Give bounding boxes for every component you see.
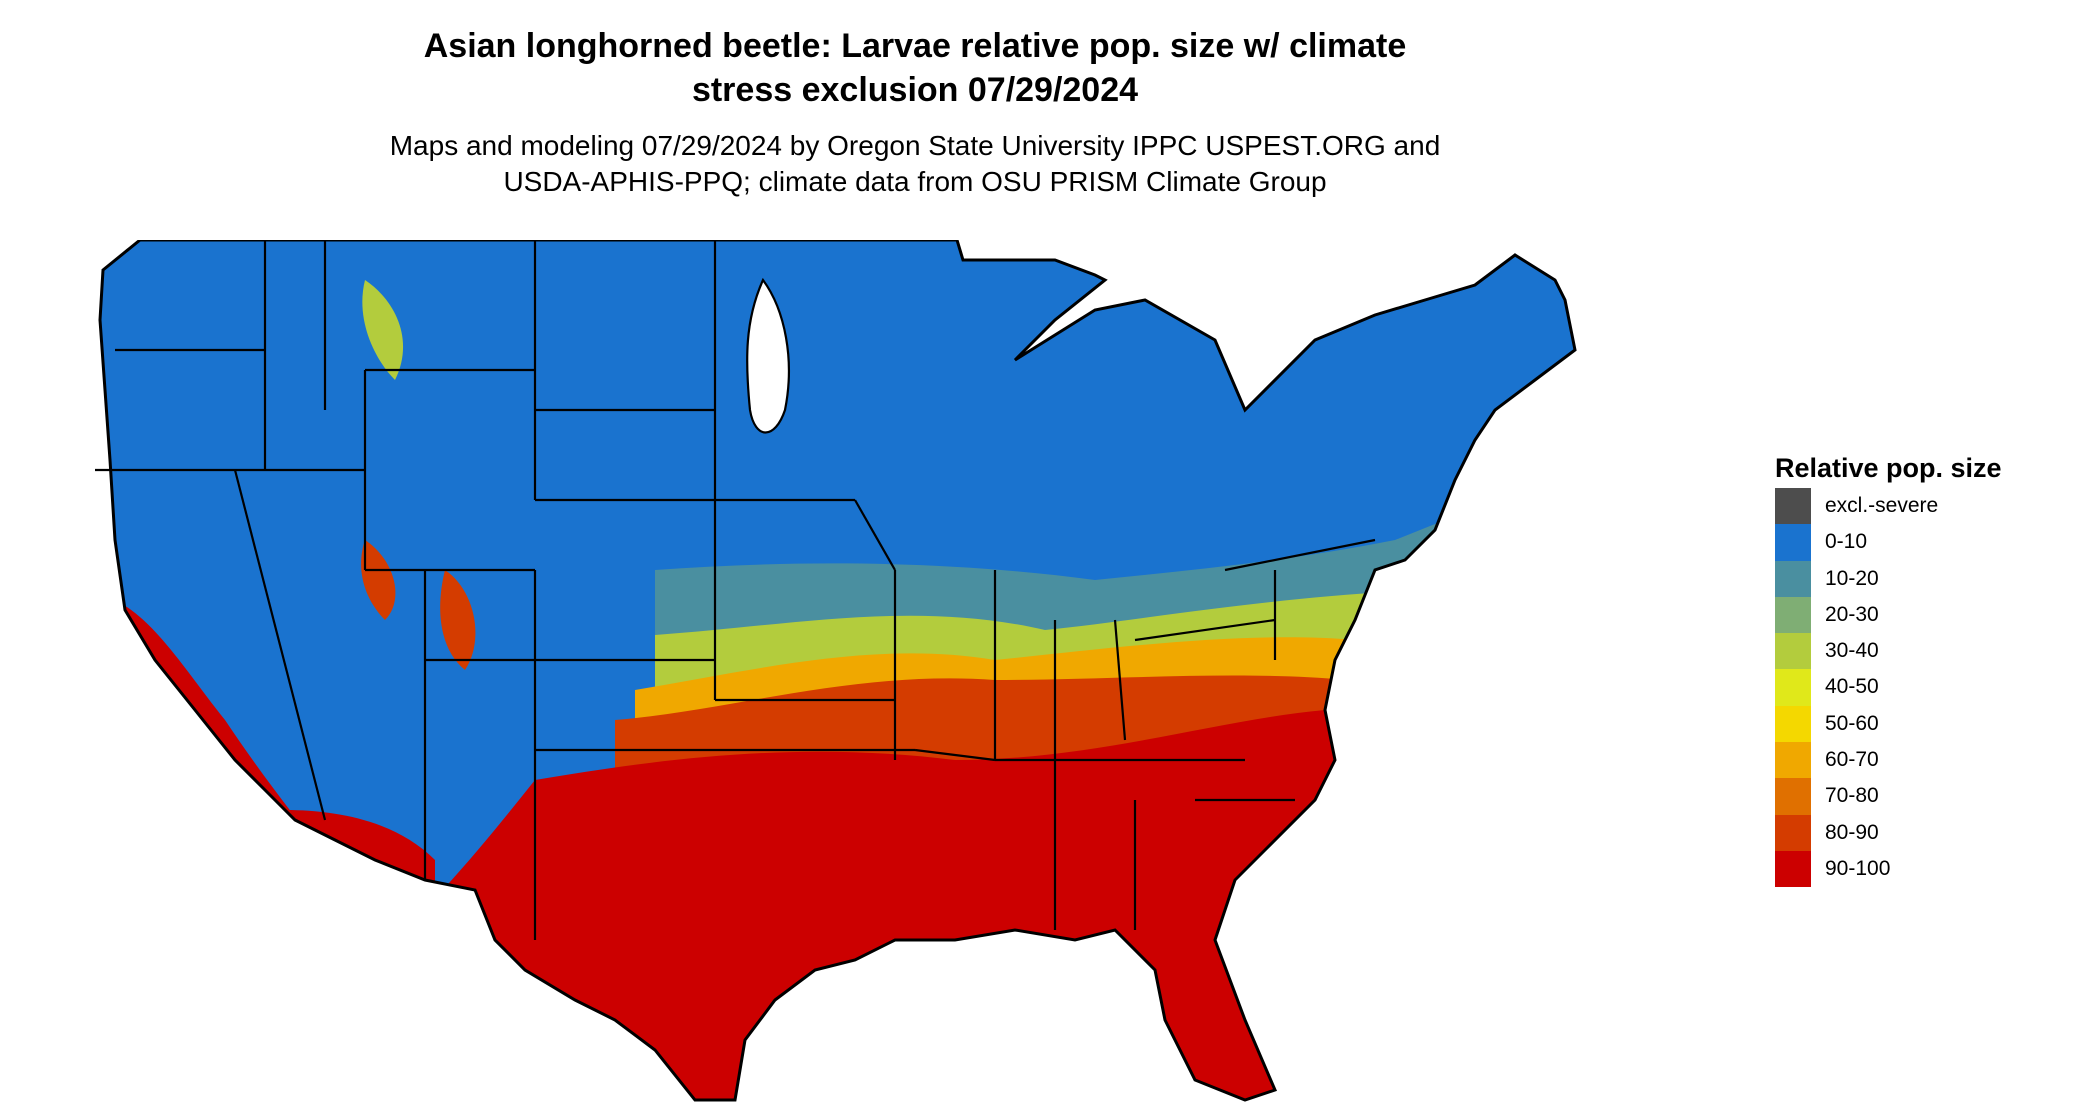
map-title-line1: Asian longhorned beetle: Larvae relative… — [423, 27, 1407, 65]
legend-swatch — [1775, 596, 1811, 634]
state-border — [1134, 618, 1276, 642]
legend-label: 70-80 — [1825, 784, 1879, 808]
legend-label: excl.-severe — [1825, 494, 1939, 517]
legend-item: 50-60 — [1775, 705, 2075, 743]
region-mountain-patch — [361, 540, 396, 620]
legend-swatch — [1775, 742, 1811, 779]
legend-label: 20-30 — [1825, 602, 1879, 626]
legend-swatch — [1775, 705, 1811, 743]
state-border — [854, 499, 896, 571]
legend: Relative pop. size excl.-severe 0-10 10-20… — [1775, 448, 2075, 888]
legend-swatch — [1775, 669, 1811, 706]
legend-label: 60-70 — [1825, 748, 1879, 772]
region-mountain-patch — [440, 570, 476, 670]
legend-swatch — [1775, 850, 1811, 888]
map-subtitle-line1: Maps and modeling 07/29/2024 by Oregon S… — [389, 130, 1441, 161]
legend-label: 10-20 — [1825, 566, 1879, 590]
legend-label: 0-10 — [1825, 530, 1868, 554]
state-border — [1113, 619, 1127, 741]
legend-item: 90-100 — [1775, 850, 2075, 888]
legend-item: 10-20 — [1775, 560, 2075, 597]
map-title-line2: stress exclusion 07/29/2024 — [691, 71, 1139, 109]
legend-swatch — [1775, 633, 1811, 670]
legend-item: 70-80 — [1775, 778, 2075, 815]
legend-item: 40-50 — [1775, 669, 2075, 706]
legend-swatch — [1775, 524, 1811, 561]
legend-swatch — [1775, 560, 1811, 597]
legend-item: 0-10 — [1775, 524, 2075, 561]
legend-label: 50-60 — [1825, 711, 1879, 735]
legend-label: 80-90 — [1825, 820, 1879, 844]
us-outline — [98, 240, 1577, 1102]
state-border — [914, 748, 996, 762]
state-border — [233, 469, 327, 821]
legend-item: excl.-severe — [1775, 488, 2075, 525]
state-borders — [95, 240, 1376, 940]
lake-michigan — [746, 277, 790, 434]
legend-label: 30-40 — [1825, 639, 1879, 663]
legend-item: 60-70 — [1775, 742, 2075, 779]
legend-swatch — [1775, 814, 1811, 851]
legend-swatch — [1775, 488, 1811, 525]
us-population-map — [95, 240, 1577, 1102]
legend-items: excl.-severe 0-10 10-20 20-30 30-40 40-50 50-6… — [1775, 488, 2075, 888]
legend-item: 30-40 — [1775, 633, 2075, 670]
state-border — [1224, 538, 1376, 572]
legend-title: Relative pop. size — [1775, 453, 2002, 483]
legend-label: 90-100 — [1825, 856, 1891, 880]
legend-label: 40-50 — [1825, 675, 1879, 699]
legend-item: 80-90 — [1775, 814, 2075, 851]
region-mountain-patch — [362, 280, 404, 380]
legend-swatch — [1775, 778, 1811, 815]
map-subtitle-line2: USDA-APHIS-PPQ; climate data from OSU PR… — [503, 166, 1327, 197]
legend-item: 20-30 — [1775, 596, 2075, 634]
map-fill-regions — [100, 240, 1575, 1100]
